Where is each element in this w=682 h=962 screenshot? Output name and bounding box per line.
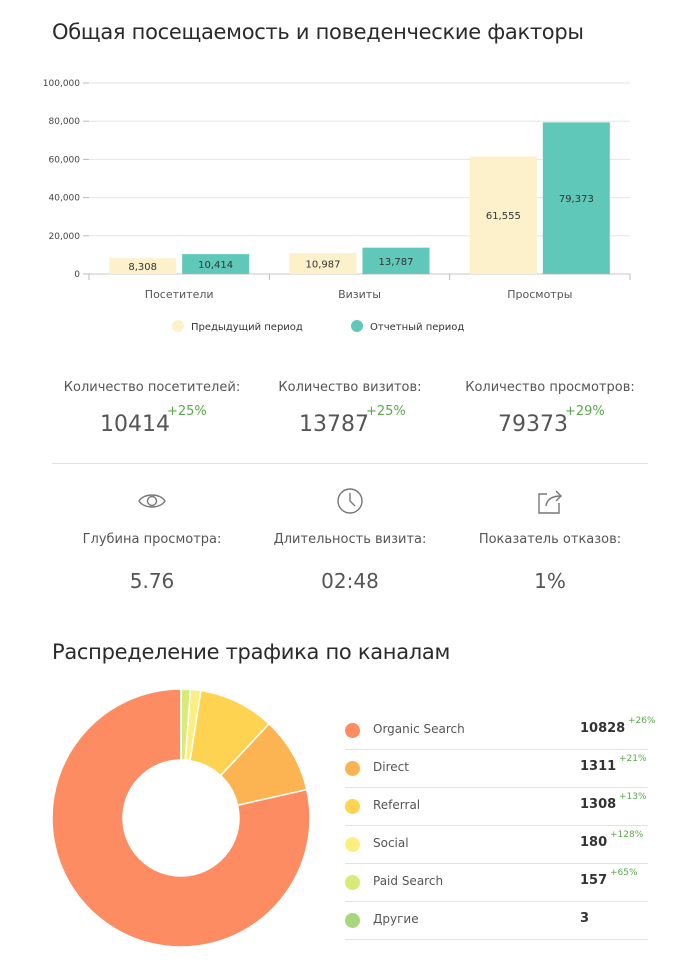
donut-slice: [51, 688, 311, 948]
channel-color-dot: [345, 723, 360, 738]
metric-depth: Глубина просмотра: 5.76: [52, 486, 252, 593]
data-label: 13,787: [379, 257, 414, 268]
legend-marker: [351, 320, 363, 332]
channel-change: +65%: [610, 868, 638, 878]
channel-count: 180: [580, 835, 608, 850]
bar: [542, 122, 610, 274]
channel-count: 1311: [580, 759, 617, 774]
channel-row: Другие 3: [345, 901, 648, 940]
channel-color-dot: [345, 875, 360, 890]
channel-name: Referral: [373, 798, 421, 812]
x-tick-label: Просмотры: [507, 288, 572, 301]
bar-chart: 0 20,000 40,000 60,000 80,000 100,000 Посетит…: [43, 79, 631, 333]
channel-row: Paid Search 157 +65%: [345, 863, 648, 902]
y-tick-label: 80,000: [49, 117, 81, 127]
y-tick-label: 20,000: [49, 232, 81, 242]
share-icon: [538, 490, 562, 514]
channel-change: +128%: [610, 830, 644, 840]
bar: [289, 253, 357, 274]
channel-row: Direct 1311 +21%: [345, 749, 648, 788]
stat-value: 79373: [498, 412, 568, 437]
section-title-channels: Распределение трафика по каналам: [52, 640, 451, 664]
y-tick-label: 100,000: [43, 79, 80, 89]
channel-row: Social 180 +128%: [345, 825, 648, 864]
channel-name: Direct: [373, 760, 409, 774]
data-label: 79,373: [559, 194, 594, 205]
data-label: 8,308: [128, 262, 157, 273]
stat-change: +29%: [565, 404, 605, 419]
data-label: 10,414: [198, 260, 233, 271]
channel-color-dot: [345, 761, 360, 776]
metric-value: 02:48: [321, 569, 379, 593]
metric-label: Длительность визита:: [273, 532, 427, 547]
channel-name: Organic Search: [373, 722, 465, 736]
x-tick-label: Визиты: [338, 288, 381, 301]
channel-count: 3: [580, 911, 590, 926]
channel-color-dot: [345, 913, 360, 928]
donut-chart: [51, 688, 311, 948]
channel-row: Organic Search 10828 +26%: [345, 711, 656, 750]
stat-value: 13787: [299, 412, 369, 437]
channel-name: Social: [373, 836, 409, 850]
channel-name: Другие: [373, 912, 419, 926]
data-label: 61,555: [486, 211, 521, 222]
channel-name: Paid Search: [373, 874, 444, 888]
metric-label: Показатель отказов:: [478, 532, 622, 547]
section-title-traffic: Общая посещаемость и поведенческие факто…: [52, 20, 584, 44]
channel-count: 10828: [580, 721, 626, 736]
stat-label: Количество посетителей:: [63, 380, 241, 395]
y-tick-label: 0: [74, 270, 80, 280]
metric-duration: Длительность визита: 02:48: [250, 486, 450, 593]
channel-row: Referral 1308 +13%: [345, 787, 648, 826]
bar: [469, 156, 537, 274]
channel-color-dot: [345, 837, 360, 852]
stat-visits: Количество визитов: 13787 +25%: [250, 380, 450, 437]
x-tick-label: Посетители: [145, 288, 214, 301]
stat-change: +25%: [167, 404, 207, 419]
clock-icon: [337, 488, 363, 514]
data-label: 10,987: [306, 260, 341, 271]
metric-label: Глубина просмотра:: [82, 532, 222, 547]
y-tick-label: 40,000: [49, 194, 81, 204]
channel-change: +13%: [619, 792, 647, 802]
legend-label: Предыдущий период: [191, 322, 303, 333]
stat-change: +25%: [366, 404, 406, 419]
stat-pageviews: Количество просмотров: 79373 +29%: [450, 380, 650, 437]
stat-value: 10414: [100, 412, 170, 437]
metric-bounce: Показатель отказов: 1%: [450, 486, 650, 593]
bar: [109, 258, 177, 274]
channel-count: 1308: [580, 797, 617, 812]
metric-value: 5.76: [129, 569, 175, 593]
stat-label: Количество визитов:: [278, 380, 422, 395]
bar: [182, 254, 250, 274]
channel-count: 157: [580, 873, 608, 888]
stat-label: Количество просмотров:: [465, 380, 635, 395]
y-tick-label: 60,000: [49, 155, 81, 165]
stat-visitors: Количество посетителей: 10414 +25%: [52, 380, 252, 437]
legend-marker: [172, 320, 184, 332]
channel-color-dot: [345, 799, 360, 814]
legend-label: Отчетный период: [370, 322, 464, 333]
channel-change: +21%: [619, 754, 647, 764]
divider: [52, 463, 648, 464]
eye-icon: [138, 494, 166, 508]
metric-value: 1%: [534, 569, 566, 593]
channel-change: +26%: [628, 716, 656, 726]
bar: [362, 247, 430, 274]
